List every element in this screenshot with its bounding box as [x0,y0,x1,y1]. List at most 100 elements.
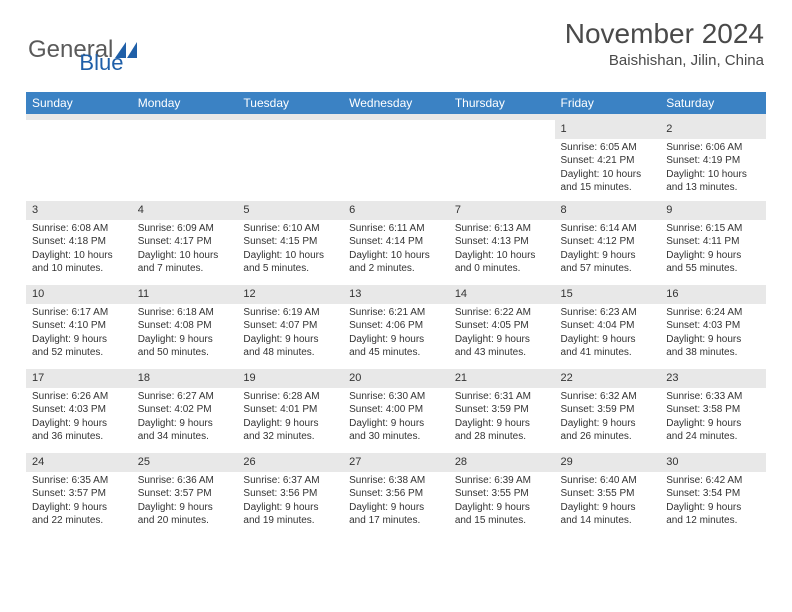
sunset-text: Sunset: 4:03 PM [32,403,126,417]
sunset-text: Sunset: 3:57 PM [32,487,126,501]
sunset-text: Sunset: 3:57 PM [138,487,232,501]
header: General Blue November 2024 Baishishan, J… [0,0,792,84]
daylight-text: Daylight: 9 hours and 30 minutes. [349,417,443,444]
day-number: 22 [555,369,661,388]
calendar-day-cell: 17Sunrise: 6:26 AMSunset: 4:03 PMDayligh… [26,369,132,453]
sunrise-text: Sunrise: 6:19 AM [243,306,337,320]
calendar-day-cell: . [449,117,555,201]
day-number: 8 [555,201,661,220]
calendar-day-cell: 29Sunrise: 6:40 AMSunset: 3:55 PMDayligh… [555,453,661,537]
day-number: 1 [555,120,661,139]
sunset-text: Sunset: 4:19 PM [666,154,760,168]
weekday-header: Friday [555,92,661,117]
sunrise-text: Sunrise: 6:35 AM [32,474,126,488]
day-number: 6 [343,201,449,220]
calendar-table: Sunday Monday Tuesday Wednesday Thursday… [26,92,766,537]
daylight-text: Daylight: 9 hours and 34 minutes. [138,417,232,444]
sunset-text: Sunset: 3:59 PM [455,403,549,417]
calendar-day-cell: 22 Sunrise: 6:32 AMSunset: 3:59 PMDayligh… [555,369,661,453]
day-number: 19 [237,369,343,388]
day-number: 26 [237,453,343,472]
sunrise-text: Sunrise: 6:40 AM [561,474,655,488]
page-title: November 2024 [565,18,764,50]
calendar-day-cell: 13Sunrise: 6:21 AMSunset: 4:06 PMDayligh… [343,285,449,369]
daylight-text: Daylight: 9 hours and 45 minutes. [349,333,443,360]
day-number: 18 [132,369,238,388]
day-number: 21 [449,369,555,388]
sunset-text: Sunset: 4:13 PM [455,235,549,249]
weekday-header: Thursday [449,92,555,117]
day-number: 15 [555,285,661,304]
calendar-week-row: .....1Sunrise: 6:05 AMSunset: 4:21 PMDay… [26,117,766,201]
calendar-day-cell: 10Sunrise: 6:17 AMSunset: 4:10 PMDayligh… [26,285,132,369]
day-number: 4 [132,201,238,220]
sunset-text: Sunset: 4:18 PM [32,235,126,249]
day-number: 16 [660,285,766,304]
calendar-day-cell: 25Sunrise: 6:36 AMSunset: 3:57 PMDayligh… [132,453,238,537]
sunset-text: Sunset: 4:14 PM [349,235,443,249]
sunrise-text: Sunrise: 6:21 AM [349,306,443,320]
sunset-text: Sunset: 4:05 PM [455,319,549,333]
sunrise-text: Sunrise: 6:33 AM [666,390,760,404]
calendar-day-cell: 8Sunrise: 6:14 AMSunset: 4:12 PMDaylight… [555,201,661,285]
calendar-day-cell: . [26,117,132,201]
sunset-text: Sunset: 3:56 PM [349,487,443,501]
sunrise-text: Sunrise: 6:32 AM [561,390,655,404]
daylight-text: Daylight: 9 hours and 15 minutes. [455,501,549,528]
location-subtitle: Baishishan, Jilin, China [565,52,764,69]
calendar-day-cell: 7Sunrise: 6:13 AMSunset: 4:13 PMDaylight… [449,201,555,285]
daylight-text: Daylight: 9 hours and 26 minutes. [561,417,655,444]
sunrise-text: Sunrise: 6:30 AM [349,390,443,404]
calendar-week-row: 24Sunrise: 6:35 AMSunset: 3:57 PMDayligh… [26,453,766,537]
weekday-header: Saturday [660,92,766,117]
day-number: 17 [26,369,132,388]
daylight-text: Daylight: 10 hours and 13 minutes. [666,168,760,195]
calendar-day-cell: 2Sunrise: 6:06 AMSunset: 4:19 PMDaylight… [660,117,766,201]
daylight-text: Daylight: 9 hours and 22 minutes. [32,501,126,528]
weekday-header: Monday [132,92,238,117]
sunset-text: Sunset: 3:56 PM [243,487,337,501]
calendar-day-cell: . [343,117,449,201]
daylight-text: Daylight: 9 hours and 17 minutes. [349,501,443,528]
daylight-text: Daylight: 9 hours and 48 minutes. [243,333,337,360]
calendar-day-cell: 19Sunrise: 6:28 AMSunset: 4:01 PMDayligh… [237,369,343,453]
sunset-text: Sunset: 4:03 PM [666,319,760,333]
calendar-day-cell: 9Sunrise: 6:15 AMSunset: 4:11 PMDaylight… [660,201,766,285]
sunset-text: Sunset: 3:58 PM [666,403,760,417]
daylight-text: Daylight: 9 hours and 38 minutes. [666,333,760,360]
daylight-text: Daylight: 9 hours and 41 minutes. [561,333,655,360]
sunrise-text: Sunrise: 6:11 AM [349,222,443,236]
sunrise-text: Sunrise: 6:15 AM [666,222,760,236]
sunrise-text: Sunrise: 6:09 AM [138,222,232,236]
daylight-text: Daylight: 9 hours and 50 minutes. [138,333,232,360]
calendar-day-cell: 16Sunrise: 6:24 AMSunset: 4:03 PMDayligh… [660,285,766,369]
calendar-day-cell: 14Sunrise: 6:22 AMSunset: 4:05 PMDayligh… [449,285,555,369]
sunset-text: Sunset: 4:11 PM [666,235,760,249]
day-number: 12 [237,285,343,304]
sunrise-text: Sunrise: 6:42 AM [666,474,760,488]
calendar-day-cell: 21Sunrise: 6:31 AMSunset: 3:59 PMDayligh… [449,369,555,453]
calendar-day-cell: 11Sunrise: 6:18 AMSunset: 4:08 PMDayligh… [132,285,238,369]
weekday-header: Wednesday [343,92,449,117]
sunset-text: Sunset: 4:00 PM [349,403,443,417]
weekday-header-row: Sunday Monday Tuesday Wednesday Thursday… [26,92,766,117]
sunset-text: Sunset: 3:54 PM [666,487,760,501]
sunrise-text: Sunrise: 6:08 AM [32,222,126,236]
sunrise-text: Sunrise: 6:38 AM [349,474,443,488]
day-number: 5 [237,201,343,220]
logo-word2: Blue [79,50,123,76]
sunrise-text: Sunrise: 6:10 AM [243,222,337,236]
daylight-text: Daylight: 9 hours and 20 minutes. [138,501,232,528]
daylight-text: Daylight: 9 hours and 55 minutes. [666,249,760,276]
calendar-day-cell: 12 Sunrise: 6:19 AMSunset: 4:07 PMDayligh… [237,285,343,369]
day-number: 7 [449,201,555,220]
calendar-day-cell: 20Sunrise: 6:30 AMSunset: 4:00 PMDayligh… [343,369,449,453]
sunrise-text: Sunrise: 6:22 AM [455,306,549,320]
daylight-text: Daylight: 9 hours and 52 minutes. [32,333,126,360]
calendar-day-cell: 1Sunrise: 6:05 AMSunset: 4:21 PMDaylight… [555,117,661,201]
calendar-week-row: 3Sunrise: 6:08 AMSunset: 4:18 PMDaylight… [26,201,766,285]
sunset-text: Sunset: 3:59 PM [561,403,655,417]
sunrise-text: Sunrise: 6:39 AM [455,474,549,488]
sunset-text: Sunset: 4:12 PM [561,235,655,249]
sunset-text: Sunset: 4:07 PM [243,319,337,333]
